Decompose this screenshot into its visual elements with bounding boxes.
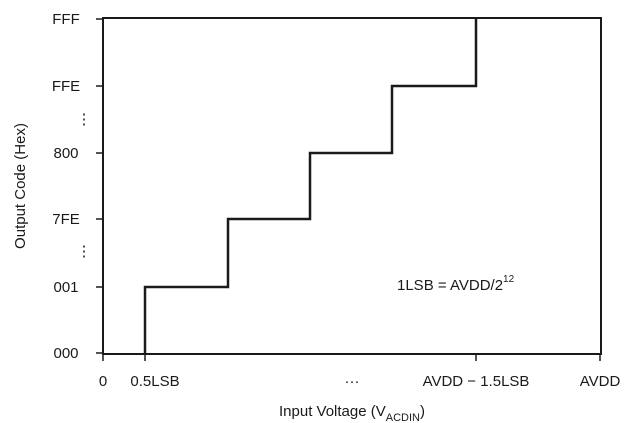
- y-ellipsis: ⋮: [77, 243, 92, 260]
- x-axis-ticks: [102, 354, 601, 361]
- y-tick-label: 001: [53, 279, 78, 296]
- transfer-staircase-line: [143, 19, 478, 354]
- x-axis-title-close: ): [420, 403, 425, 420]
- x-tick-label: AVDD: [580, 373, 621, 390]
- x-tick-label: AVDD − 1.5LSB: [423, 373, 530, 390]
- x-ellipsis: ···: [345, 373, 360, 390]
- y-ellipsis: ⋮: [77, 111, 92, 128]
- y-tick-label: 800: [53, 145, 78, 162]
- y-tick-labels: FFF FFE ⋮ 800 7FE ⋮ 001 000: [52, 11, 92, 362]
- y-tick-label: FFE: [52, 78, 80, 95]
- x-axis-title-main: Input Voltage (V: [279, 403, 386, 420]
- x-tick-label: 0: [99, 373, 107, 390]
- lsb-annotation-superscript: 12: [503, 274, 515, 285]
- x-tick-labels: 0 0.5LSB ··· AVDD − 1.5LSB AVDD: [99, 373, 621, 390]
- x-axis-title: Input Voltage (VACDIN): [279, 403, 425, 423]
- y-tick-label: 000: [53, 345, 78, 362]
- y-axis-title: Output Code (Hex): [12, 123, 29, 249]
- x-axis-title-subscript: ACDIN: [386, 412, 420, 423]
- y-axis-ticks: [96, 18, 103, 354]
- plot-frame: [102, 17, 602, 355]
- y-tick-label: FFF: [52, 11, 80, 28]
- y-tick-label: 7FE: [52, 211, 80, 228]
- x-tick-label: 0.5LSB: [130, 373, 179, 390]
- lsb-annotation-main: 1LSB = AVDD/2: [397, 277, 503, 294]
- lsb-annotation: 1LSB = AVDD/212: [397, 274, 515, 294]
